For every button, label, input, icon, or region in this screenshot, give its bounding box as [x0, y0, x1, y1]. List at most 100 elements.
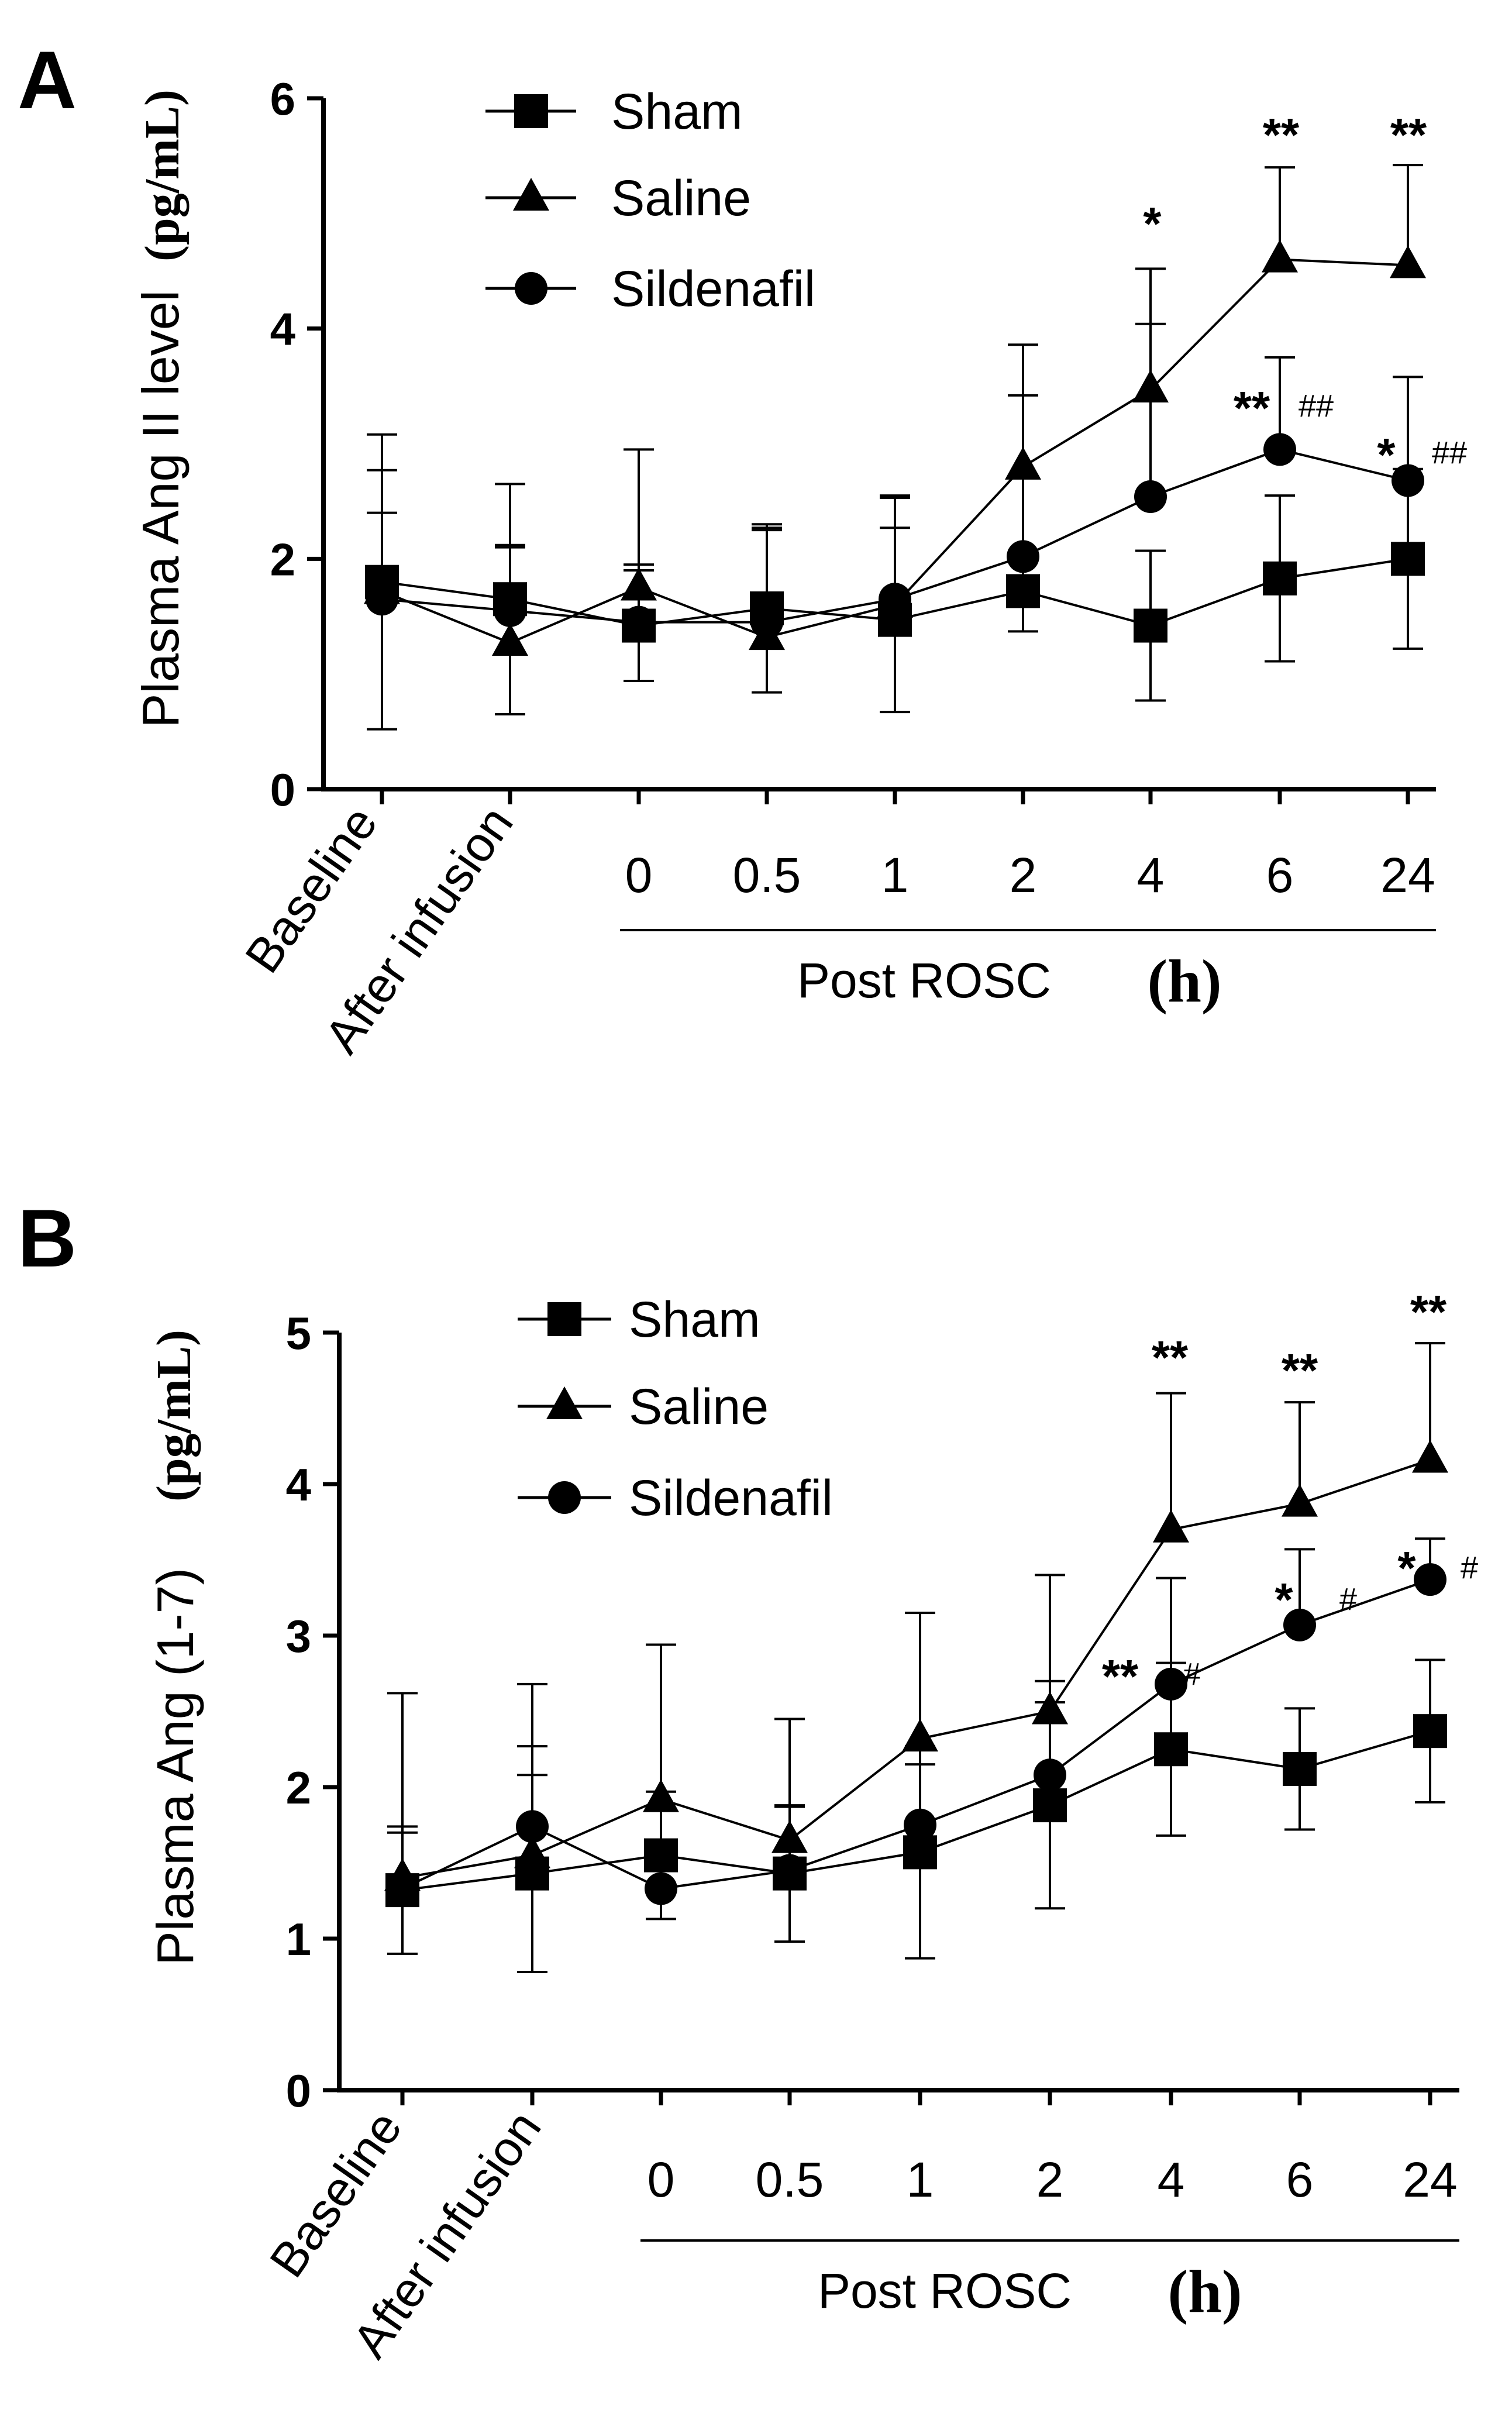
x-tick-label: 24 — [1380, 848, 1435, 903]
x-tick-label: 1 — [881, 848, 909, 903]
significance-hash: # — [1339, 1582, 1357, 1617]
y-tick-label: 2 — [286, 1762, 311, 1813]
data-point — [879, 583, 911, 616]
significance-star: * — [1275, 1574, 1293, 1626]
legend-marker — [546, 1386, 583, 1419]
data-point — [1134, 480, 1167, 514]
legend-marker — [547, 1302, 581, 1336]
legend-label: Sham — [629, 1292, 760, 1348]
panel-letter: B — [18, 1192, 77, 1284]
legend-marker — [515, 272, 547, 305]
y-axis-title: Plasma Ang (1-7) — [146, 1568, 204, 1966]
data-point — [902, 1719, 938, 1752]
x-tick-label: 0 — [625, 848, 653, 903]
legend-label: Saline — [629, 1379, 769, 1435]
data-point — [1283, 1751, 1317, 1786]
legend-marker — [514, 94, 548, 128]
data-point — [366, 583, 398, 616]
significance-star: ** — [1282, 1344, 1318, 1396]
y-tick-label: 0 — [270, 764, 295, 815]
y-axis-unit: (pg/mL) — [135, 90, 190, 261]
data-point — [1153, 1509, 1189, 1543]
data-point — [645, 1872, 677, 1905]
data-point — [1391, 542, 1425, 576]
y-tick-label: 5 — [286, 1307, 311, 1359]
legend-marker — [513, 178, 549, 211]
y-tick-label: 1 — [286, 1913, 311, 1965]
x-tick-label: 4 — [1158, 2152, 1185, 2207]
y-tick-label: 4 — [270, 304, 295, 355]
significance-star: * — [1377, 429, 1396, 481]
x-tick-label: 2 — [1036, 2152, 1064, 2207]
data-point — [1390, 245, 1426, 278]
data-point — [904, 1808, 936, 1842]
data-point — [1033, 1788, 1067, 1823]
significance-star: * — [1143, 198, 1162, 250]
legend-label: Sham — [611, 84, 743, 140]
significance-star: ** — [1390, 109, 1427, 161]
x-axis-title: Post ROSC — [818, 2263, 1072, 2318]
data-point — [643, 1779, 679, 1812]
y-tick-label: 0 — [286, 2065, 311, 2116]
y-axis-unit: (pg/mL) — [147, 1330, 201, 1502]
significance-star: ** — [1102, 1650, 1139, 1702]
x-tick-label: 0.5 — [756, 2152, 824, 2207]
significance-hash: # — [1461, 1550, 1478, 1585]
x-tick-label: Baseline — [235, 796, 388, 982]
data-point — [622, 605, 655, 639]
significance-hash: ## — [1432, 435, 1467, 470]
data-point — [1155, 1667, 1187, 1701]
significance-star: ** — [1263, 109, 1300, 161]
significance-star: * — [1397, 1542, 1416, 1594]
data-point — [1154, 1732, 1188, 1767]
data-point — [514, 1835, 550, 1868]
panel-letter: A — [18, 34, 77, 126]
data-point — [1282, 1484, 1318, 1517]
series-saline — [384, 1342, 1448, 1891]
x-tick-label: 6 — [1286, 2152, 1314, 2207]
x-tick-label: 4 — [1137, 848, 1165, 903]
legend: Sham Saline Sildenafil — [485, 84, 815, 317]
data-point — [773, 1854, 806, 1887]
significance-hash: # — [1183, 1657, 1201, 1692]
x-axis-unit: (h) — [1147, 948, 1221, 1015]
data-point — [1006, 574, 1040, 608]
legend-label: Sildenafil — [629, 1470, 833, 1526]
data-point — [1263, 561, 1297, 596]
x-axis-title: Post ROSC — [797, 953, 1051, 1008]
legend: Sham Saline Sildenafil — [518, 1292, 833, 1526]
x-tick-label: 24 — [1403, 2152, 1457, 2207]
x-tick-label: Baseline — [259, 2101, 412, 2287]
data-point — [1262, 239, 1298, 273]
data-point — [1034, 1758, 1066, 1792]
legend-label: Sildenafil — [611, 261, 815, 317]
data-point — [1392, 464, 1424, 497]
data-point — [492, 623, 528, 656]
y-tick-label: 2 — [270, 534, 295, 585]
significance-star: ** — [1152, 1331, 1189, 1383]
y-tick-label: 4 — [286, 1459, 311, 1510]
data-point — [386, 1872, 419, 1905]
x-tick-label: 0 — [647, 2152, 675, 2207]
significance-star: ** — [1410, 1286, 1447, 1338]
data-point — [1007, 540, 1039, 573]
x-tick-label: 6 — [1266, 848, 1294, 903]
data-point — [750, 605, 783, 639]
data-point — [494, 594, 526, 627]
x-axis-unit: (h) — [1167, 2258, 1242, 2325]
data-point — [1263, 433, 1296, 466]
legend-label: Saline — [611, 170, 751, 226]
legend-marker — [548, 1481, 581, 1514]
y-tick-label: 6 — [270, 73, 295, 125]
x-tick-label: 2 — [1010, 848, 1037, 903]
data-point — [516, 1810, 549, 1843]
y-axis-title: Plasma Ang II level — [132, 290, 190, 728]
y-tick-label: 3 — [286, 1610, 311, 1662]
series-sildenafil — [366, 322, 1424, 639]
data-point — [1283, 1608, 1316, 1641]
significance-hash: ## — [1299, 388, 1334, 424]
x-tick-label: 0.5 — [733, 848, 801, 903]
